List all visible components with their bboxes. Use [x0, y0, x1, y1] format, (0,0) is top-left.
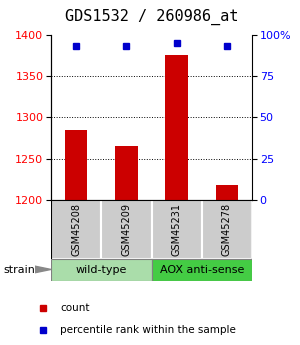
- Text: GSM45231: GSM45231: [172, 203, 182, 256]
- Text: GSM45208: GSM45208: [71, 203, 81, 256]
- Text: wild-type: wild-type: [76, 265, 127, 275]
- Bar: [216, 185, 238, 200]
- Text: GSM45278: GSM45278: [222, 203, 232, 256]
- Bar: [165, 55, 188, 200]
- Bar: [152, 200, 202, 259]
- Bar: [152, 259, 252, 281]
- Text: count: count: [60, 303, 89, 313]
- Text: GSM45209: GSM45209: [122, 203, 131, 256]
- Bar: [51, 200, 101, 259]
- Polygon shape: [34, 266, 51, 273]
- Text: strain: strain: [3, 265, 35, 275]
- Text: percentile rank within the sample: percentile rank within the sample: [60, 325, 236, 335]
- Text: GDS1532 / 260986_at: GDS1532 / 260986_at: [65, 9, 238, 25]
- Bar: [101, 200, 152, 259]
- Bar: [115, 146, 138, 200]
- Bar: [51, 259, 152, 281]
- Bar: [202, 200, 252, 259]
- Bar: [65, 130, 87, 200]
- Text: AOX anti-sense: AOX anti-sense: [160, 265, 244, 275]
